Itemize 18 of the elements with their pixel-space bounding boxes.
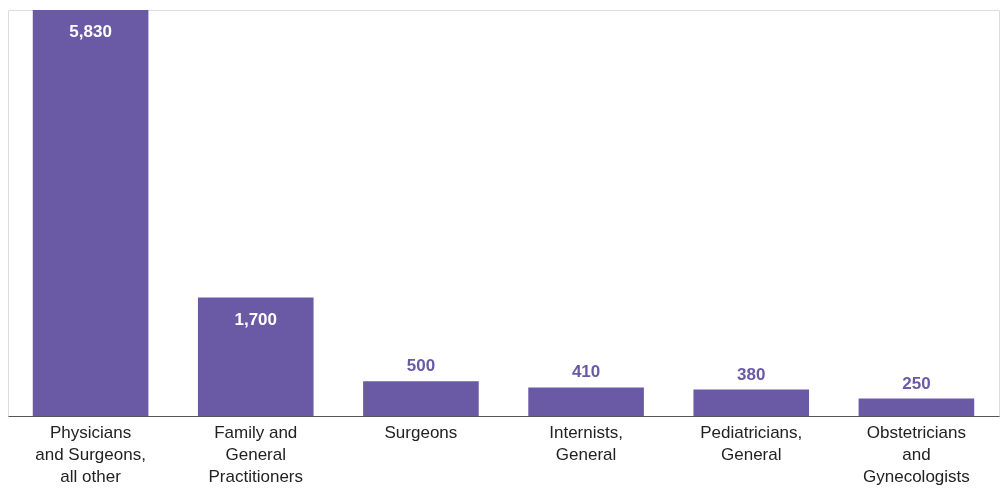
- bar: [693, 389, 810, 416]
- data-label: 1,700: [234, 309, 278, 329]
- x-tick-label: Pediatricians, General: [700, 422, 803, 464]
- data-label: 250: [902, 373, 931, 393]
- bar: [858, 398, 975, 416]
- x-tick-label: Surgeons: [384, 422, 458, 442]
- data-label: 380: [737, 364, 766, 384]
- bar: [363, 381, 479, 416]
- data-label: 500: [406, 356, 436, 376]
- bar: [32, 10, 149, 416]
- data-label: 5,830: [69, 22, 112, 41]
- x-tick-label: Family and General Practitioners: [208, 422, 303, 486]
- data-label: 410: [571, 362, 601, 382]
- bar: [197, 297, 314, 416]
- bar: [528, 387, 644, 416]
- x-tick-label: Internists, General: [549, 422, 623, 464]
- x-tick-label: Physicians and Surgeons, all other: [35, 422, 146, 486]
- x-tick-label: Obstetricians and Gynecologists: [863, 422, 970, 486]
